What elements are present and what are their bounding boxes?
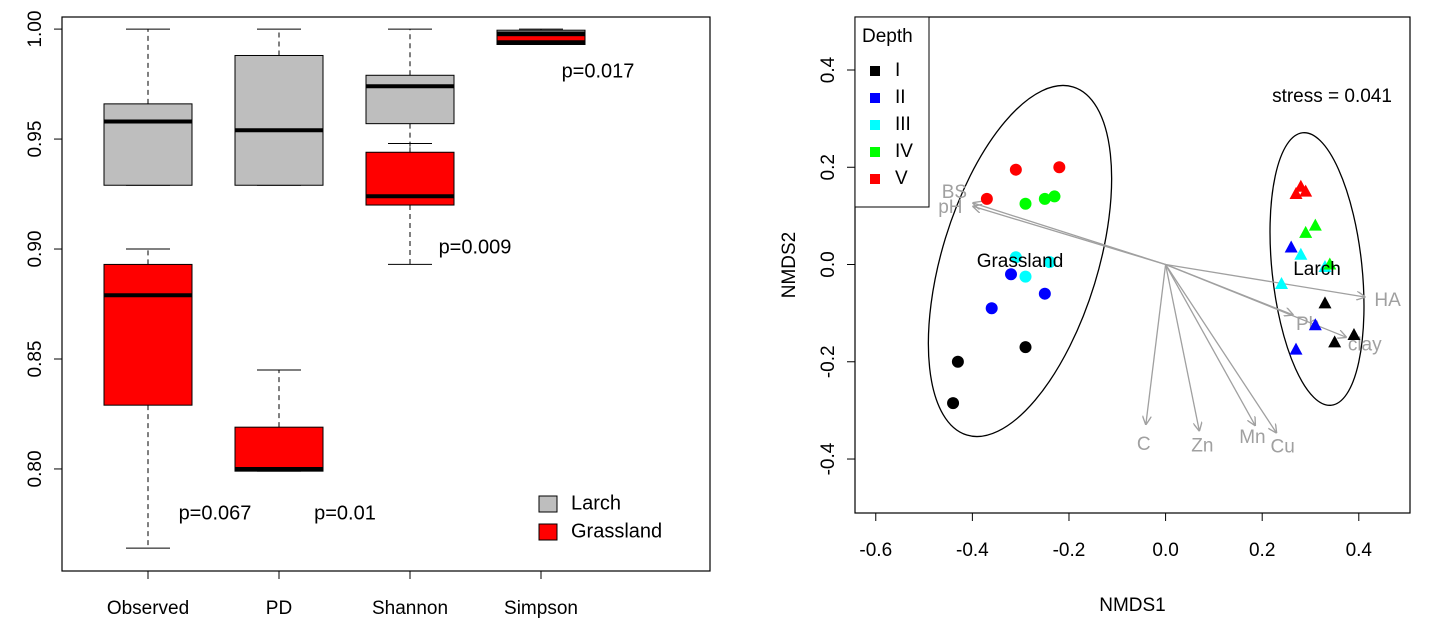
y-tick-label: 0.90	[25, 231, 46, 268]
point	[1308, 218, 1322, 231]
point	[1019, 197, 1032, 210]
x-tick-label: Observed	[107, 598, 189, 619]
box	[103, 263, 193, 406]
x-tick-label: -0.6	[859, 540, 892, 561]
box	[234, 54, 324, 186]
legend-swatch	[870, 93, 880, 103]
point	[1005, 268, 1018, 281]
y-tick-label: 0.0	[818, 251, 839, 277]
y-tick-label: 0.2	[818, 154, 839, 180]
vector-arrow	[972, 206, 1166, 266]
box	[496, 35, 586, 45]
y-tick-label: 0.95	[25, 121, 46, 158]
larch-ellipse	[1269, 132, 1365, 406]
box	[234, 426, 324, 472]
point	[1299, 225, 1313, 238]
left-plot-frame	[61, 16, 711, 572]
stress-annotation: stress = 0.041	[1272, 86, 1392, 107]
point	[1275, 276, 1289, 289]
point	[1053, 161, 1066, 174]
vector-label: C	[1137, 434, 1151, 455]
legend-label: Larch	[571, 492, 621, 514]
grassland-ellipse	[927, 84, 1113, 438]
point	[1009, 251, 1022, 264]
p-value: p=0.067	[179, 502, 252, 524]
point	[1347, 328, 1361, 341]
point	[1043, 256, 1056, 269]
x-tick-label: 0.0	[1152, 540, 1178, 561]
x-tick-label: 0.2	[1249, 540, 1275, 561]
y-tick-label: 0.80	[25, 450, 46, 487]
legend-title: Depth	[862, 26, 913, 47]
point	[980, 192, 993, 205]
y-tick-label: 1.00	[25, 11, 46, 48]
legend-label: IV	[895, 141, 913, 162]
box	[365, 74, 455, 125]
legend-label: Grassland	[571, 520, 662, 542]
point	[1009, 163, 1022, 176]
point	[1019, 270, 1032, 283]
x-tick-label: Shannon	[372, 598, 448, 619]
y-tick-label: 0.85	[25, 340, 46, 377]
point	[1308, 318, 1322, 331]
point	[1038, 287, 1051, 300]
legend-swatch	[870, 66, 880, 76]
point	[1289, 342, 1303, 355]
vector-arrow	[1165, 264, 1277, 434]
point	[1299, 184, 1313, 197]
vector-label: pH	[938, 197, 962, 218]
p-value: p=0.01	[314, 502, 376, 524]
point	[1048, 190, 1061, 203]
x-tick-label: -0.4	[956, 540, 989, 561]
point	[1328, 335, 1342, 348]
legend-label: III	[895, 114, 911, 135]
legend-label: V	[895, 168, 908, 189]
point	[1019, 341, 1032, 354]
vector-arrow	[1146, 264, 1167, 425]
x-axis-label: NMDS1	[1099, 595, 1166, 616]
legend-swatch	[870, 147, 880, 157]
point	[947, 397, 960, 410]
vector-label: Zn	[1191, 435, 1213, 456]
p-value: p=0.017	[562, 60, 635, 82]
x-tick-label: -0.2	[1053, 540, 1086, 561]
x-tick-label: 0.4	[1346, 540, 1373, 561]
point	[1284, 240, 1298, 253]
legend-swatch	[538, 523, 558, 541]
legend-swatch	[870, 120, 880, 130]
y-axis-label: NMDS2	[779, 232, 800, 299]
point	[985, 302, 998, 315]
box	[103, 103, 193, 186]
vector-arrow	[1164, 264, 1200, 432]
y-tick-label: -0.4	[818, 442, 839, 475]
point	[1038, 192, 1051, 205]
legend-label: II	[895, 87, 906, 108]
legend-box	[854, 16, 930, 208]
vector-arrow	[1165, 264, 1256, 426]
legend-swatch	[538, 495, 558, 513]
vector-label: Mn	[1239, 427, 1265, 448]
vector-label: Cu	[1271, 436, 1295, 457]
vector-arrow	[1165, 263, 1366, 298]
vector-label: BS	[942, 182, 967, 203]
vector-label: HA	[1374, 290, 1401, 311]
point	[1323, 257, 1337, 270]
x-tick-label: PD	[266, 598, 292, 619]
point	[1318, 296, 1332, 309]
y-tick-label: 0.4	[818, 56, 839, 83]
point	[1289, 187, 1303, 200]
legend-swatch	[870, 174, 880, 184]
group-label: Grassland	[977, 251, 1064, 272]
legend-label: I	[895, 60, 900, 81]
p-value: p=0.009	[439, 236, 512, 258]
x-tick-label: Simpson	[504, 598, 578, 619]
y-tick-label: -0.2	[818, 345, 839, 378]
point	[1294, 247, 1308, 260]
group-label: Larch	[1293, 259, 1341, 280]
point	[951, 355, 964, 368]
